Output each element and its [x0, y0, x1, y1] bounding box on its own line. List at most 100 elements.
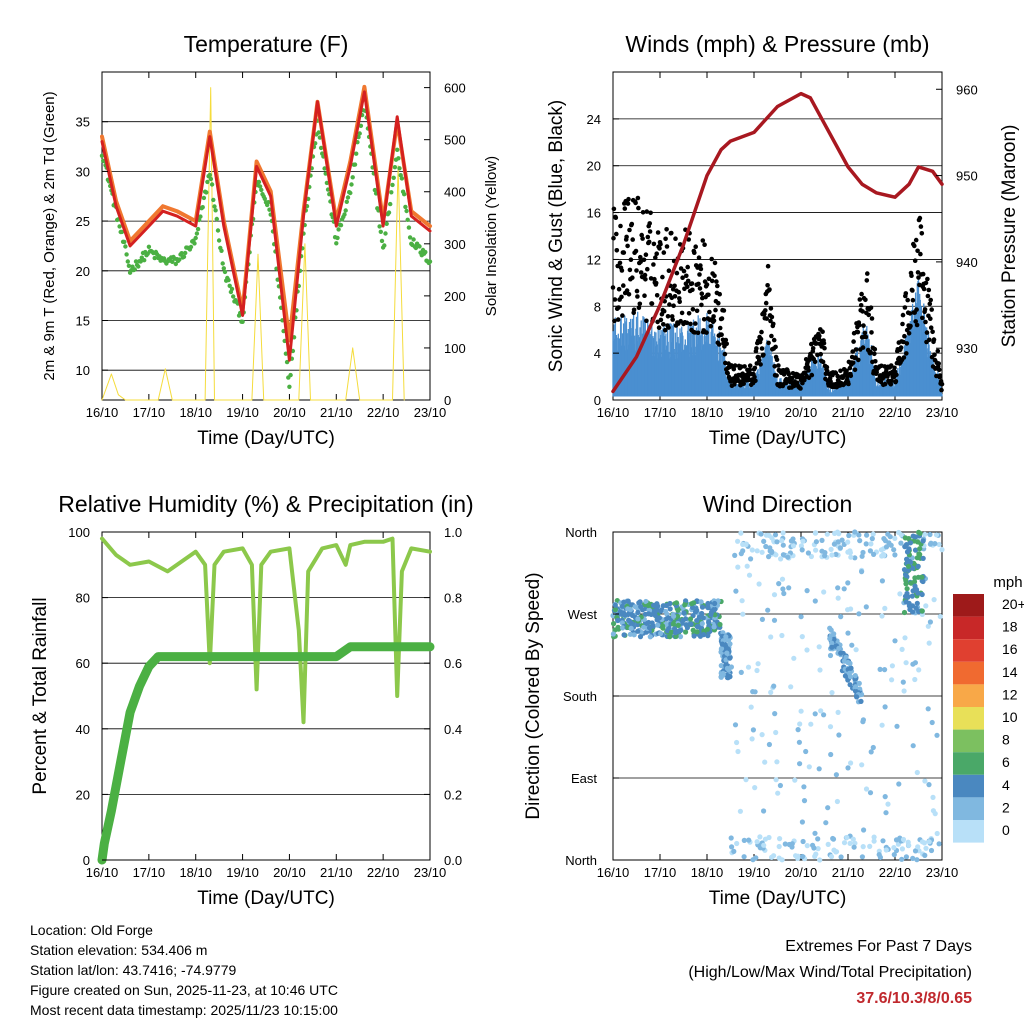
dewpoint-point [219, 248, 224, 253]
gust-point [660, 274, 665, 280]
wind-direction-point [801, 784, 807, 790]
y-tick-label: 15 [76, 313, 90, 328]
wind-direction-point [821, 589, 827, 595]
wind-direction-point [854, 694, 860, 700]
gust-point [633, 200, 638, 206]
wind-direction-point [621, 599, 627, 605]
dewpoint-point [338, 223, 344, 228]
wind-direction-point [786, 841, 792, 848]
gust-point [910, 297, 916, 303]
wind-direction-point [883, 847, 889, 853]
dewpoint-point [188, 244, 194, 250]
wind-direction-point [773, 777, 779, 783]
gust-point [922, 307, 928, 312]
wind-direction-point [792, 777, 798, 783]
wind-direction-point [831, 541, 838, 547]
wind-direction-point [643, 598, 649, 605]
wind-direction-point [766, 532, 772, 539]
gust-point [651, 241, 657, 247]
wind-direction-point [912, 848, 919, 854]
wind-direction-point [718, 663, 724, 669]
gust-point [714, 279, 719, 284]
wind-direction-point [828, 751, 834, 758]
dewpoint-point [198, 214, 203, 219]
panel-title: Temperature (F) [184, 31, 349, 57]
wind-direction-point [922, 852, 928, 859]
wind-direction-point [712, 600, 718, 607]
wind-direction-point [903, 572, 909, 578]
dewpoint-point [173, 261, 178, 267]
wind-direction-point [812, 598, 818, 604]
y-tick-label: North [565, 525, 597, 540]
wind-direction-point [836, 645, 842, 652]
gust-point [666, 325, 671, 330]
wind-direction-point [827, 652, 834, 659]
y-right-tick-label: 950 [956, 169, 978, 184]
wind-direction-point [868, 749, 874, 755]
gust-point [857, 297, 863, 302]
x-tick-label: 21/10 [832, 405, 865, 420]
gust-point [913, 237, 919, 243]
wind-direction-point [667, 634, 673, 640]
wind-direction-point [849, 642, 855, 648]
gust-point [661, 308, 667, 314]
gust-point [939, 381, 945, 387]
gust-point [772, 364, 777, 369]
wind-direction-point [863, 541, 869, 547]
dewpoint-point [231, 294, 236, 299]
humidity-precip-panel: 16/10 17/10 18/10 19/10 20/10 21/10 22/10 23/10… [30, 491, 474, 909]
gust-point [638, 254, 643, 260]
wind-direction-point [615, 626, 622, 632]
winds-pressure-panel: 16/10 17/10 18/10 19/10 20/10 21/10 22/10 23/10… [546, 31, 1020, 449]
gust-point [658, 241, 663, 247]
wind-direction-point [732, 722, 739, 728]
y-tick-label: 24 [587, 112, 601, 127]
x-tick-label: 19/10 [226, 405, 259, 420]
gust-point [701, 317, 707, 322]
wind-direction-point [861, 827, 867, 833]
gust-point [721, 308, 727, 313]
wind-direction-point [766, 741, 773, 748]
wind-direction-point [815, 846, 821, 852]
wind-direction-point [835, 709, 841, 716]
wind-direction-point [934, 830, 940, 837]
wind-direction-point [936, 541, 942, 548]
wind-direction-point [641, 624, 647, 630]
wind-direction-point [836, 531, 842, 537]
dewpoint-point [122, 239, 127, 245]
wind-direction-point [856, 680, 862, 687]
gust-point [868, 305, 874, 311]
wind-direction-point [660, 603, 666, 609]
wind-direction-point [768, 634, 774, 640]
wind-direction-point [711, 624, 717, 630]
gust-point [635, 294, 640, 299]
wind-direction-point [771, 617, 778, 623]
gust-point [651, 262, 656, 267]
gust-point [732, 363, 738, 368]
wind-direction-point [615, 617, 621, 624]
wind-direction-point [635, 616, 641, 622]
wind-direction-point [903, 577, 909, 584]
wind-direction-point [696, 614, 702, 620]
x-tick-label: 23/10 [926, 405, 959, 420]
dewpoint-point [220, 261, 225, 266]
dewpoint-point [399, 176, 405, 181]
gust-point [856, 357, 861, 363]
gust-point [914, 322, 920, 328]
wind-direction-point [738, 669, 744, 676]
legend-title: mph [993, 574, 1022, 591]
wind-direction-point [852, 555, 858, 561]
wind-direction-point [771, 592, 778, 598]
dewpoint-point [181, 254, 187, 259]
y-tick-label: 0 [594, 393, 601, 408]
wind-direction-point [913, 587, 920, 593]
gust-point [667, 302, 672, 307]
wind-direction-point [740, 611, 746, 617]
gust-point [789, 375, 795, 381]
wind-direction-point [678, 627, 684, 633]
dewpoint-point [350, 175, 355, 180]
wind-direction-point [652, 610, 658, 616]
gust-point [860, 309, 865, 314]
gust-point [905, 297, 910, 303]
